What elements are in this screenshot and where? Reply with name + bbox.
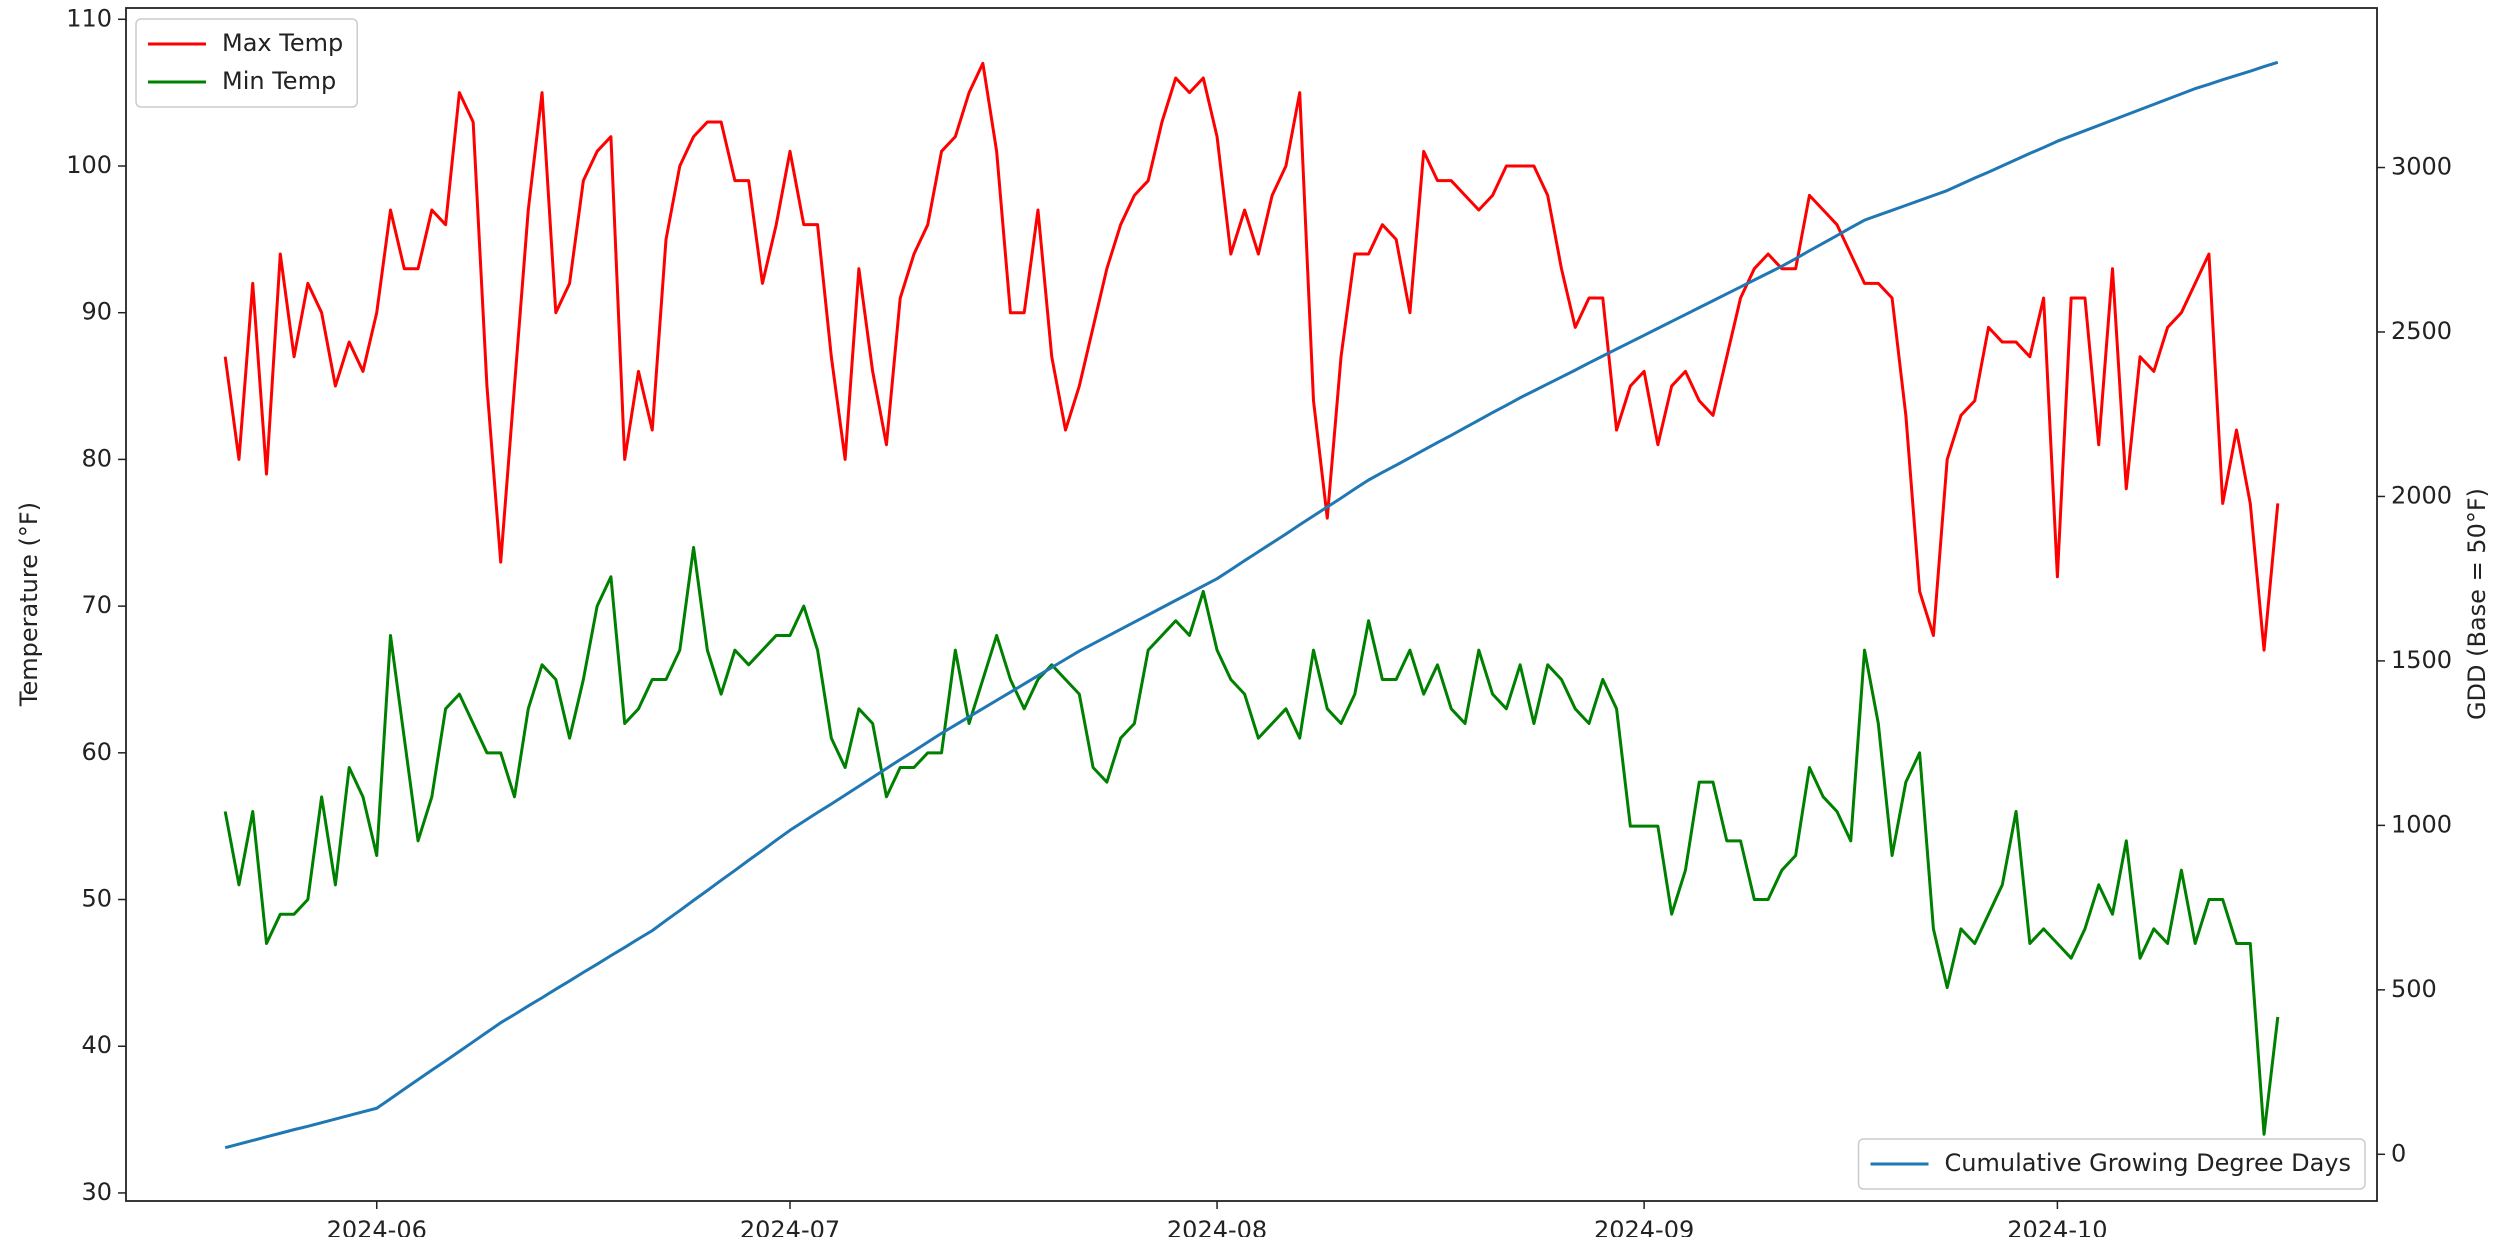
series-line	[224, 60, 2279, 1150]
y2-tick-label: 500	[2391, 975, 2437, 1003]
legend-label: Cumulative Growing Degree Days	[1945, 1149, 2351, 1177]
x-tick-label: 2024-08	[1167, 1216, 1267, 1237]
x-tick-label: 2024-10	[2007, 1216, 2107, 1237]
y-tick-label: 60	[81, 738, 112, 766]
y2-tick-label: 2000	[2391, 481, 2452, 509]
y-tick-label: 90	[81, 298, 112, 326]
y2-tick-label: 1500	[2391, 646, 2452, 674]
plot-frame	[125, 7, 2378, 1202]
legend: Max Temp Min Temp	[135, 18, 358, 108]
y-tick-label: 30	[81, 1178, 112, 1206]
legend: Cumulative Growing Degree Days	[1857, 1138, 2366, 1190]
x-tick-label: 2024-09	[1594, 1216, 1694, 1237]
y-tick-label: 110	[66, 4, 112, 32]
y-tick-label: 70	[81, 591, 112, 619]
legend-box	[1857, 1138, 2366, 1190]
x-tick-label: 2024-07	[740, 1216, 840, 1237]
legend-label: Max Temp	[222, 29, 343, 57]
y2-tick-label: 2500	[2391, 317, 2452, 345]
legend-label: Min Temp	[222, 67, 336, 95]
y2-axis-label: GDD (Base = 50°F)	[2463, 488, 2491, 720]
y-tick-label: 80	[81, 444, 112, 472]
series-line	[223, 545, 2280, 1136]
y-tick-label: 100	[66, 151, 112, 179]
x-tick-label: 2024-06	[327, 1216, 427, 1237]
y-axis-label: Temperature (°F)	[15, 502, 43, 707]
legend-box	[135, 18, 358, 108]
y-tick-label: 40	[81, 1031, 112, 1059]
y2-tick-label: 0	[2391, 1139, 2406, 1167]
y2-tick-label: 3000	[2391, 153, 2452, 181]
series-line	[223, 61, 2280, 652]
y-tick-label: 50	[81, 885, 112, 913]
y2-tick-label: 1000	[2391, 810, 2452, 838]
